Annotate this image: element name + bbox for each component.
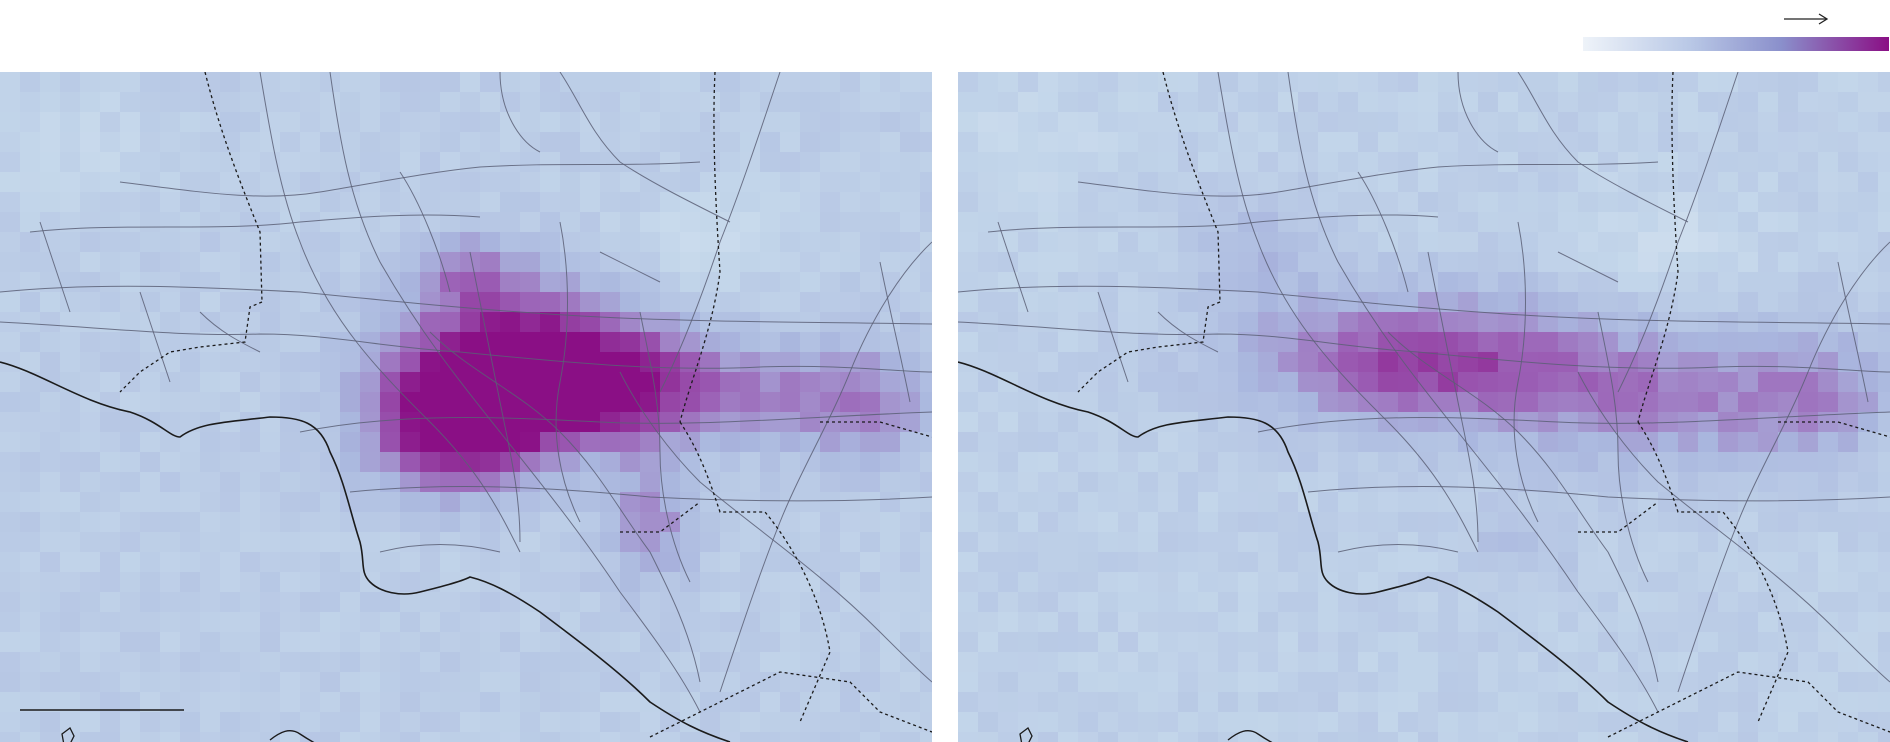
left-map [0,72,932,742]
road-network [0,72,932,713]
colorbar [1583,37,1889,51]
right-arrow-icon [1784,13,1829,25]
map-panels [0,72,1890,742]
county-borders [1077,72,1890,738]
coastline [958,361,1689,742]
concentration-grid [0,72,932,742]
road-network [958,72,1890,713]
left-map-panel [0,72,932,742]
county-borders [119,72,932,738]
right-map-panel [958,72,1890,742]
concentration-grid [958,72,1890,742]
island-outline [269,730,315,742]
coastline [0,361,731,742]
small-island [61,727,75,742]
right-map [958,72,1890,742]
legend-header [0,0,1890,72]
small-island [1019,727,1033,742]
island-outline [1227,730,1273,742]
legend-svg [1583,13,1889,51]
